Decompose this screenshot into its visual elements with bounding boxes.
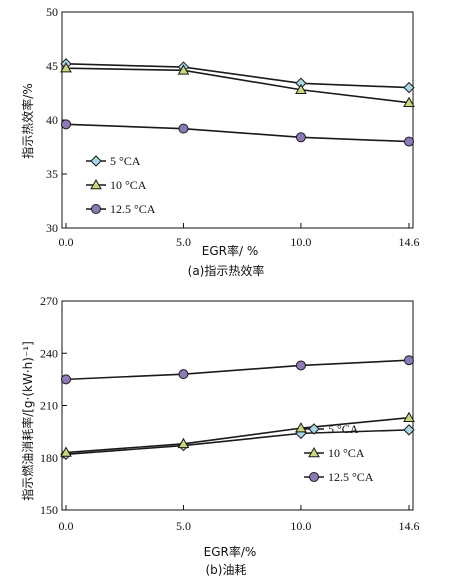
legend-label: 10 °CA: [110, 178, 147, 192]
chart-a: 30 35 40 45 50 0.0 5.0 10.0 14.6 5 °CA 10 °CA 12.…: [20, 5, 420, 278]
chart-b-y-axis-label: 指示燃油消耗率/[g·(kW·h)⁻¹]: [20, 341, 35, 501]
data-point: [295, 360, 306, 371]
x-tick-label: 10.0: [290, 235, 311, 249]
data-point: [403, 81, 415, 94]
data-point: [404, 136, 414, 147]
series-line: [65, 67, 410, 104]
data-point: [295, 422, 307, 433]
series-line: [65, 123, 410, 143]
x-tick-label: 0.0: [59, 235, 74, 249]
chart-a-x-axis-label: EGR率/ %: [202, 243, 258, 258]
y-tick-label: 180: [40, 451, 58, 465]
series-line: [65, 359, 410, 381]
series-triangle: [60, 62, 415, 107]
legend-marker: [90, 178, 102, 190]
legend-label: 5 °CA: [110, 154, 141, 168]
chart-b-x-ticks: 0.0 5.0 10.0 14.6: [59, 505, 420, 533]
series-line: [65, 429, 410, 456]
data-point: [178, 123, 189, 134]
data-point: [178, 369, 189, 380]
legend-marker: [90, 155, 102, 167]
chart-b-y-ticks: 150 180 210 240 270: [40, 294, 67, 517]
data-point: [177, 437, 190, 449]
chart-a-series: [60, 58, 415, 147]
legend-label: 12.5 °CA: [328, 470, 374, 484]
chart-a-y-ticks: 30 35 40 45 50: [46, 5, 67, 235]
y-tick-label: 35: [46, 167, 58, 181]
chart-a-caption: (a)指示热效率: [188, 263, 265, 278]
legend-label: 12.5 °CA: [110, 202, 156, 216]
x-tick-label: 10.0: [290, 519, 311, 533]
data-point: [403, 424, 415, 436]
legend-marker: [91, 204, 101, 214]
y-tick-label: 40: [46, 113, 58, 127]
chart-a-legend: 5 °CA 10 °CA 12.5 °CA: [86, 154, 156, 216]
y-tick-label: 50: [46, 5, 58, 19]
x-tick-label: 5.0: [176, 519, 191, 533]
y-tick-label: 45: [46, 59, 58, 73]
chart-b-series: [60, 355, 415, 460]
x-tick-label: 14.6: [399, 235, 420, 249]
data-point: [60, 446, 72, 457]
chart-b-caption: (b)油耗: [206, 563, 247, 577]
series-diamond: [60, 58, 415, 94]
data-point: [403, 411, 415, 422]
data-point: [295, 83, 307, 95]
series-line: [65, 416, 410, 454]
chart-b: 150 180 210 240 270 0.0 5.0 10.0 14.6 5 °CA 10 °…: [20, 294, 420, 577]
y-tick-label: 30: [46, 221, 58, 235]
y-tick-label: 210: [40, 399, 58, 413]
series-line: [65, 63, 410, 89]
data-point: [60, 62, 72, 73]
x-tick-label: 14.6: [399, 519, 420, 533]
x-tick-label: 5.0: [176, 235, 191, 249]
chart-a-x-ticks: 0.0 5.0 10.0 14.6: [59, 223, 420, 249]
legend-label: 10 °CA: [328, 446, 365, 460]
legend-label: 5 °CA: [328, 422, 359, 436]
chart-a-plot-frame: [61, 11, 414, 229]
data-point: [61, 374, 71, 385]
data-point: [61, 119, 71, 130]
x-tick-label: 0.0: [59, 519, 74, 533]
legend-marker: [308, 446, 320, 458]
data-point: [404, 355, 414, 366]
legend-marker: [308, 423, 320, 435]
data-point: [403, 96, 415, 107]
chart-b-legend: 5 °CA 10 °CA 12.5 °CA: [304, 422, 374, 484]
legend-marker: [309, 472, 319, 482]
y-tick-label: 270: [40, 294, 58, 308]
data-point: [295, 132, 306, 143]
series-circle: [61, 355, 414, 385]
chart-b-x-axis-label: EGR率/%: [204, 544, 257, 559]
data-point: [177, 64, 190, 75]
chart-a-y-axis-label: 指示热效率/%: [20, 83, 35, 158]
y-tick-label: 240: [40, 346, 58, 360]
y-tick-label: 150: [40, 503, 58, 517]
series-triangle: [60, 411, 415, 457]
series-circle: [61, 119, 414, 147]
